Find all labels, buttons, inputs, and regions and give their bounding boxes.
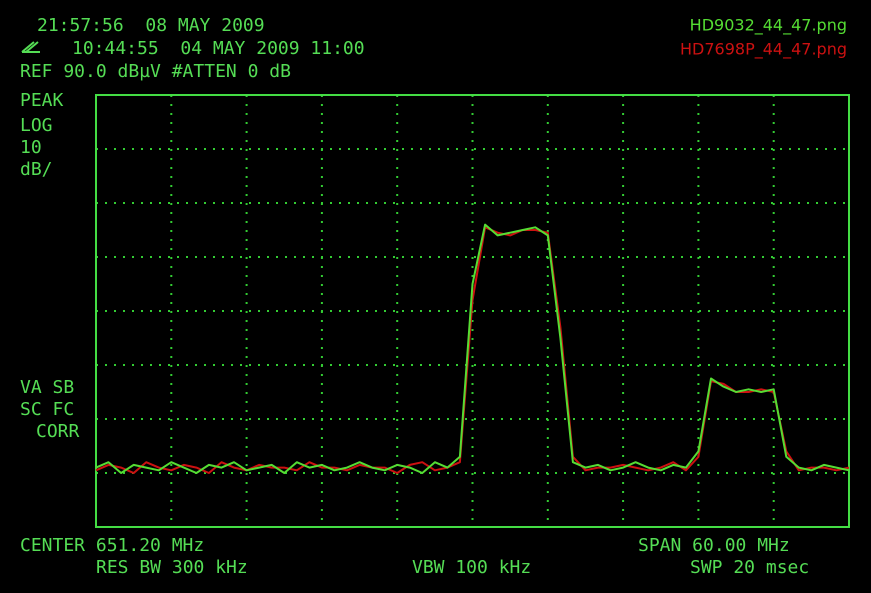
trace-icon [21, 41, 40, 53]
reference-time: 10:44:55 04 MAY 2009 11:00 [72, 38, 365, 59]
vbw: VBW 100 kHz [412, 557, 531, 578]
span: SPAN 60.00 MHz [638, 535, 790, 556]
status: VA SB [20, 377, 74, 398]
ref-level: REF 90.0 dBµV #ATTEN 0 dB [20, 61, 291, 82]
status: CORR [36, 421, 80, 442]
res-bw: RES BW 300 kHz [96, 557, 248, 578]
scale-div: 10 [20, 137, 42, 158]
scale-unit: dB/ [20, 159, 53, 180]
plot-frame [95, 94, 850, 528]
sweep: SWP 20 msec [690, 557, 809, 578]
trace [95, 223, 850, 474]
scale-type: LOG [20, 115, 53, 136]
legend-entry: HD9032_44_47.png [690, 16, 847, 36]
center-freq: CENTER 651.20 MHz [20, 535, 204, 556]
legend-entry: HD7698P_44_47.png [680, 40, 847, 60]
trace [95, 226, 850, 474]
detector: PEAK [20, 90, 64, 111]
status: SC FC [20, 399, 74, 420]
timestamp: 21:57:56 08 MAY 2009 [37, 15, 265, 36]
